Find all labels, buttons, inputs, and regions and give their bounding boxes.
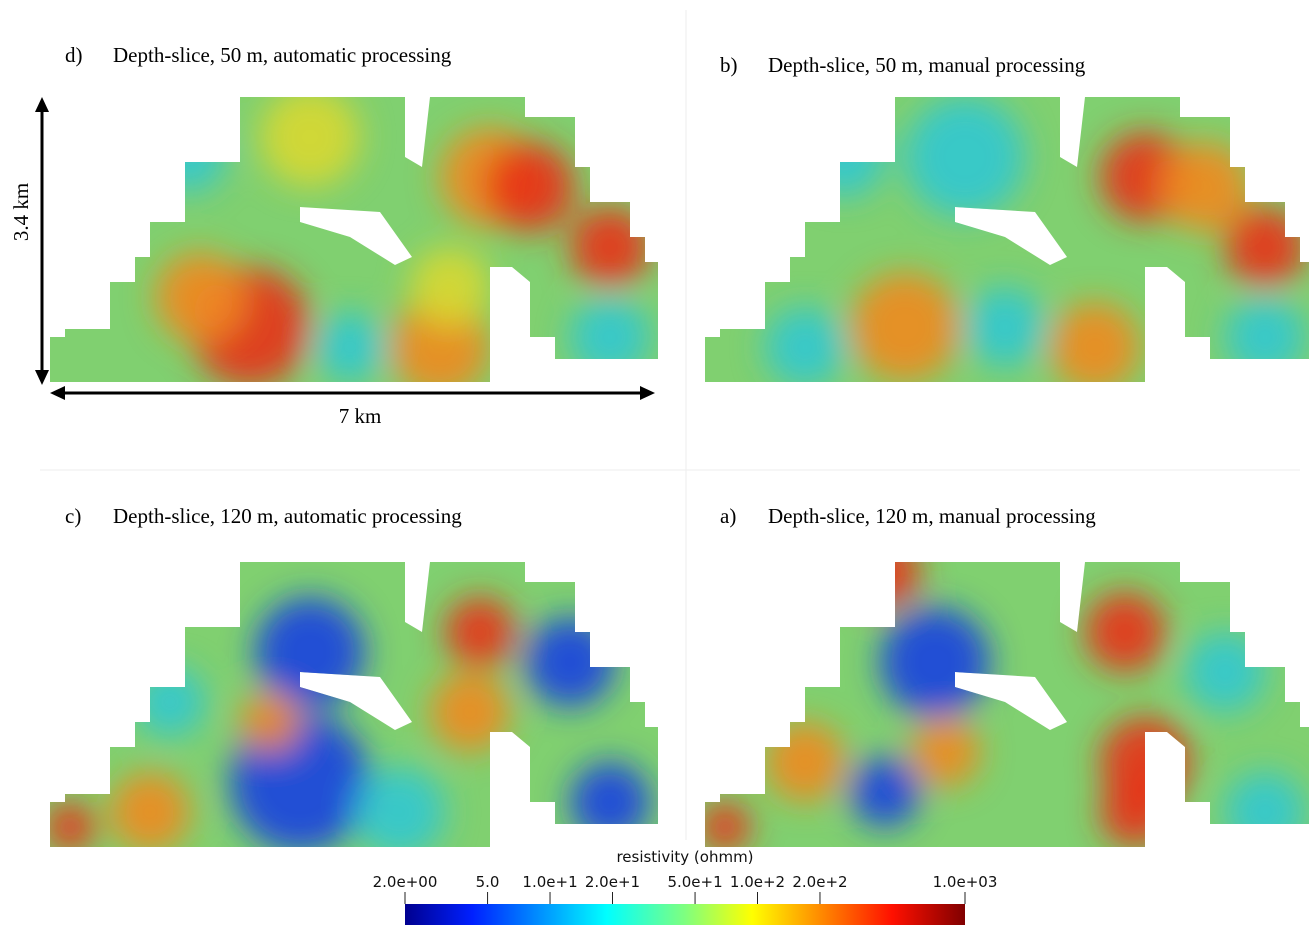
map-blob bbox=[850, 757, 920, 827]
map-blob bbox=[965, 287, 1045, 367]
panel-title: Depth-slice, 120 m, manual processing bbox=[768, 504, 1096, 528]
map-blob bbox=[1085, 592, 1165, 672]
map-blob bbox=[260, 97, 360, 187]
maps bbox=[50, 97, 1309, 847]
panel-label: b) bbox=[720, 53, 738, 77]
map-blob bbox=[805, 117, 885, 197]
map-blob bbox=[1100, 777, 1170, 847]
map-blob bbox=[155, 252, 245, 342]
map-blob bbox=[910, 717, 980, 787]
map-blob bbox=[430, 672, 510, 752]
map-blob bbox=[410, 247, 490, 327]
colorbar-tick-label: 5.0e+1 bbox=[667, 873, 722, 891]
map-blob bbox=[485, 142, 575, 232]
map-blob bbox=[850, 272, 960, 382]
map-blob bbox=[570, 297, 650, 377]
colorbar bbox=[405, 904, 965, 925]
panel-title: Depth-slice, 50 m, manual processing bbox=[768, 53, 1086, 77]
panel-title: Depth-slice, 50 m, automatic processing bbox=[113, 43, 452, 67]
map-blob bbox=[315, 312, 385, 382]
map-blob bbox=[1225, 297, 1305, 377]
colorbar-tick-label: 1.0e+1 bbox=[522, 873, 577, 891]
map-blob bbox=[255, 597, 365, 707]
scale-arrows bbox=[35, 97, 655, 400]
map-blob bbox=[525, 617, 615, 707]
map-blob bbox=[1050, 302, 1140, 382]
map-blob bbox=[240, 692, 300, 752]
width-annotation: 7 km bbox=[339, 404, 382, 428]
map-blob bbox=[905, 97, 1025, 217]
panel-label: c) bbox=[65, 504, 81, 528]
colorbar-tick-label: 2.0e+00 bbox=[373, 873, 438, 891]
panel-label: d) bbox=[65, 43, 83, 67]
map-blob bbox=[765, 722, 845, 802]
map-blob bbox=[1185, 632, 1265, 712]
height-annotation: 3.4 km bbox=[9, 183, 33, 241]
resistivity-map bbox=[50, 562, 658, 847]
colorbar-tick-label: 2.0e+1 bbox=[585, 873, 640, 891]
map-blob bbox=[765, 307, 845, 382]
resistivity-map bbox=[50, 97, 658, 382]
map-texture bbox=[50, 597, 650, 847]
map-blob bbox=[570, 207, 650, 287]
colorbar-tick-label: 2.0e+2 bbox=[792, 873, 847, 891]
map-blob bbox=[1225, 772, 1305, 847]
map-blob bbox=[880, 607, 990, 717]
colorbar-tick-label: 1.0e+03 bbox=[933, 873, 998, 891]
map-blob bbox=[1160, 142, 1250, 232]
colorbar-tick-label: 5.0 bbox=[476, 873, 500, 891]
panel-title: Depth-slice, 120 m, automatic processing bbox=[113, 504, 462, 528]
map-blob bbox=[705, 802, 750, 847]
map-blob bbox=[50, 802, 95, 847]
resistivity-map bbox=[705, 97, 1309, 382]
map-texture bbox=[765, 97, 1305, 382]
map-blob bbox=[445, 597, 515, 667]
colorbar-title: resistivity (ohmm) bbox=[616, 848, 753, 866]
map-texture bbox=[155, 97, 650, 382]
colorbar-tick-label: 1.0e+2 bbox=[730, 873, 785, 891]
map-blob bbox=[1225, 207, 1305, 287]
map-blob bbox=[850, 562, 920, 607]
map-blob bbox=[570, 762, 650, 842]
map-blob bbox=[135, 667, 205, 737]
resistivity-map bbox=[705, 562, 1309, 847]
map-blob bbox=[110, 772, 190, 847]
panel-label: a) bbox=[720, 504, 736, 528]
map-blob bbox=[355, 767, 445, 847]
map-blob bbox=[155, 122, 225, 192]
